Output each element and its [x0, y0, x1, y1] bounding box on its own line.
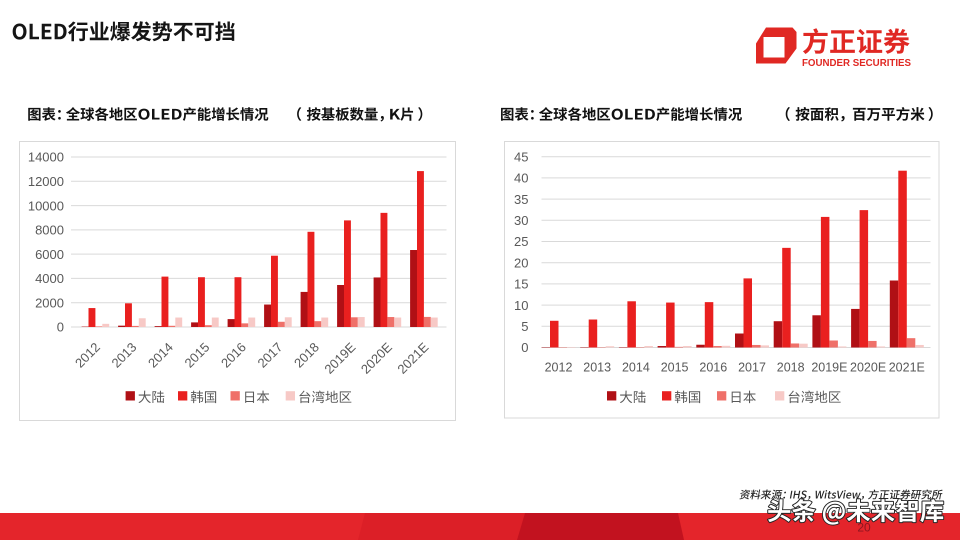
svg-text:0: 0	[57, 320, 64, 335]
svg-text:2014: 2014	[622, 361, 650, 375]
svg-text:2017: 2017	[738, 361, 766, 375]
svg-text:2012: 2012	[545, 361, 573, 375]
svg-text:2019E: 2019E	[811, 361, 847, 375]
svg-text:2016: 2016	[699, 361, 727, 375]
svg-text:12000: 12000	[28, 174, 64, 189]
svg-text:8000: 8000	[35, 223, 64, 238]
svg-text:45: 45	[514, 149, 528, 164]
svg-text:FOUNDER SECURITIES: FOUNDER SECURITIES	[802, 58, 911, 69]
svg-text:0: 0	[521, 340, 528, 355]
svg-text:20: 20	[857, 521, 871, 535]
svg-text:2015: 2015	[661, 361, 689, 375]
svg-text:40: 40	[514, 171, 528, 186]
svg-text:2013: 2013	[583, 361, 611, 375]
svg-text:20: 20	[514, 255, 528, 270]
svg-text:2018: 2018	[777, 361, 805, 375]
svg-text:35: 35	[514, 192, 528, 207]
svg-text:25: 25	[514, 234, 528, 249]
svg-text:2021E: 2021E	[889, 361, 925, 375]
svg-text:2020E: 2020E	[850, 361, 886, 375]
svg-text:10: 10	[514, 298, 528, 313]
svg-text:5: 5	[521, 319, 528, 334]
svg-text:6000: 6000	[35, 247, 64, 262]
svg-text:15: 15	[514, 277, 528, 292]
svg-text:14000: 14000	[28, 150, 64, 165]
svg-text:30: 30	[514, 213, 528, 228]
svg-text:4000: 4000	[35, 271, 64, 286]
svg-text:10000: 10000	[28, 198, 64, 213]
svg-text:2000: 2000	[35, 295, 64, 310]
